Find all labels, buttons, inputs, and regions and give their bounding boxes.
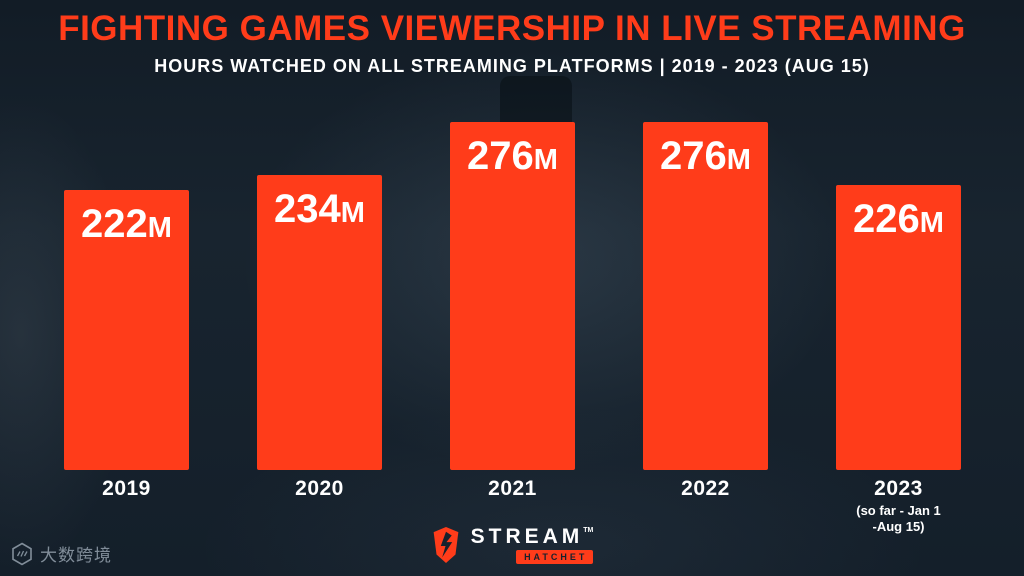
header: FIGHTING GAMES VIEWERSHIP IN LIVE STREAM… <box>0 0 1024 77</box>
brand-name: STREAM <box>470 525 584 549</box>
bar-value-label: 276M <box>467 134 558 178</box>
bar-value-label: 226M <box>853 197 944 241</box>
stream-hatchet-logo-icon <box>433 526 458 564</box>
bar-2020: 234M <box>257 175 382 470</box>
bar-chart: 222M 234M 276M 276M 226M <box>64 120 961 470</box>
watermark-text: 大数跨境 <box>40 546 112 565</box>
bar-2019: 222M <box>64 190 189 470</box>
page-title: FIGHTING GAMES VIEWERSHIP IN LIVE STREAM… <box>58 9 966 48</box>
bar-value-label: 234M <box>274 187 365 231</box>
bar-value-label: 276M <box>660 134 751 178</box>
x-label-2023-note: (so far - Jan 1 -Aug 15) <box>856 503 941 534</box>
hexagon-badge-icon <box>12 542 32 565</box>
brand-subname: HATCHET <box>516 550 594 564</box>
page-subtitle: HOURS WATCHED ON ALL STREAMING PLATFORMS… <box>154 55 870 76</box>
bar-2021: 276M <box>450 122 575 470</box>
bar-2022: 276M <box>643 122 768 470</box>
stream-hatchet-brand: STREAM TM HATCHET <box>0 526 1024 564</box>
bar-2023: 226M <box>836 185 961 470</box>
trademark-symbol: TM <box>583 527 594 535</box>
x-label-2019: 2019 <box>102 477 151 500</box>
x-label-2021: 2021 <box>488 477 537 500</box>
brand-text: STREAM TM HATCHET <box>471 526 594 564</box>
bar-value-label: 222M <box>81 202 172 246</box>
x-axis-labels: 2019 2020 2021 2022 2023 (so far - Jan 1… <box>64 477 961 534</box>
x-label-2023: 2023 (so far - Jan 1 -Aug 15) <box>836 477 961 534</box>
x-label-2022: 2022 <box>681 477 730 500</box>
x-label-2020: 2020 <box>295 477 344 500</box>
brand-name-row: STREAM TM <box>471 526 594 547</box>
watermark: 大数跨境 <box>10 541 112 566</box>
